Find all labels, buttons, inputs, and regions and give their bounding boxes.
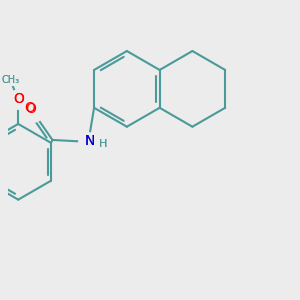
Text: N: N [85, 134, 95, 148]
Text: CH₃: CH₃ [1, 75, 19, 85]
Text: O: O [24, 101, 35, 115]
Text: H: H [99, 139, 108, 149]
Text: O: O [13, 92, 24, 106]
Text: N: N [85, 134, 95, 148]
Text: H: H [99, 139, 108, 149]
Text: CH₃: CH₃ [1, 75, 19, 85]
Text: O: O [25, 102, 36, 116]
Text: O: O [13, 92, 24, 106]
